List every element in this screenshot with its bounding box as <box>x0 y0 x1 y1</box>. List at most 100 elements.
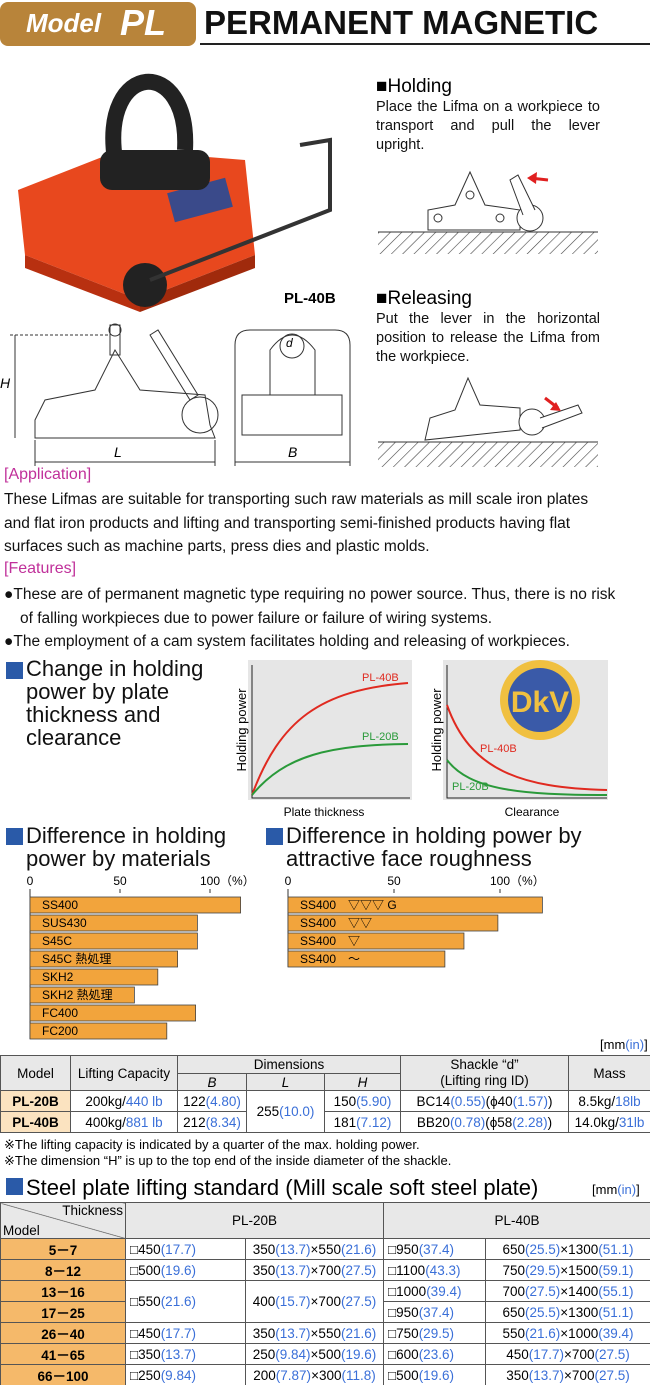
data-cell: □600(23.6) <box>383 1343 486 1365</box>
series-label: PL-40B <box>480 743 517 755</box>
header-text: Thickness <box>62 1203 123 1219</box>
model-prefix: Model <box>26 8 102 38</box>
cell-part: (39.4) <box>598 1325 634 1341</box>
header-text: Model <box>3 1223 40 1238</box>
x-tick-label: 0 <box>285 874 292 888</box>
cell-part: 400kg/ <box>85 1114 126 1130</box>
cell-part: (39.4) <box>426 1283 462 1299</box>
cell-part: (43.3) <box>425 1262 461 1278</box>
bar <box>29 1004 197 1022</box>
model-badge <box>0 2 196 46</box>
releasing-title: ■Releasing <box>376 288 472 309</box>
feature-item: ●The employment of a cam system facilita… <box>4 633 570 650</box>
cell-part: (2.28) <box>512 1114 548 1130</box>
data-cell: 350(13.7)×700(27.5) <box>485 1364 650 1385</box>
cell-part: (ϕ40 <box>485 1093 513 1109</box>
data-cell: 150(5.90) <box>324 1090 401 1112</box>
bar-label: SUS430 <box>42 916 87 930</box>
cell-part: □950 <box>388 1304 419 1320</box>
cell-part: [mm <box>600 1037 626 1052</box>
cell-part: 881 lb <box>125 1114 163 1130</box>
data-cell: □550(21.6) <box>125 1280 246 1323</box>
cell-part: (in) <box>625 1037 645 1052</box>
cell-part: (8.34) <box>205 1114 241 1130</box>
bar-label: SS400 ～ <box>300 952 360 966</box>
releasing-illustration <box>378 376 598 467</box>
cell-part: □750 <box>388 1325 419 1341</box>
data-row: 66－100 □250(9.84) 200(7.87)×300(11.8) □500(… <box>0 1364 650 1385</box>
data-cell: 122(4.80) <box>177 1090 247 1112</box>
product-photo <box>18 73 332 312</box>
unit-note: [mm(in)] <box>600 1037 648 1052</box>
cell-part: BC14 <box>416 1093 451 1109</box>
bar-label: FC200 <box>42 1024 78 1038</box>
x-axis-label: Plate thickness <box>284 805 365 819</box>
corner-cell: Thickness Model <box>0 1202 126 1239</box>
cell-part: □950 <box>388 1241 419 1257</box>
cell-part: (25.5) <box>525 1241 561 1257</box>
cell-part: ) <box>547 1093 553 1109</box>
cell-part: (55.1) <box>598 1283 634 1299</box>
cell-part: (in) <box>617 1182 637 1197</box>
data-cell: 400(15.7)×700(27.5) <box>245 1280 384 1323</box>
x-tick-label: 50 <box>113 874 127 888</box>
cell-part: 122 <box>183 1093 206 1109</box>
cell-part: 200 <box>253 1367 276 1383</box>
bar <box>29 1022 168 1040</box>
cell-part: (0.78) <box>449 1114 486 1130</box>
holding-text: Place the Lifma on a workpiece to transp… <box>376 99 600 153</box>
bar-label: SS400 ▽ <box>300 934 360 948</box>
cell-part: ×700 <box>310 1262 341 1278</box>
cell-part: (21.6) <box>160 1294 196 1309</box>
dim-b: B <box>288 444 298 460</box>
cell-part: ×1300 <box>560 1304 599 1320</box>
cell-part: (37.4) <box>418 1304 454 1320</box>
pl20-curve <box>446 759 608 796</box>
data-cell: BB20(0.78)(ϕ58(2.28)) <box>400 1111 569 1133</box>
cell-part: 350 <box>506 1367 529 1383</box>
dim-d: d <box>286 336 293 350</box>
cell-part: 200kg/ <box>85 1093 126 1109</box>
header-cell: PL-20B <box>125 1202 384 1239</box>
cell-part: [mm <box>592 1182 618 1197</box>
data-row: 5－7 □450(17.7) 350(13.7)×550(21.6) □950(37.… <box>0 1238 650 1260</box>
data-cell: □500(19.6) <box>125 1259 246 1281</box>
cell-part: ×700 <box>564 1346 595 1362</box>
cell-part: 400 <box>252 1294 276 1309</box>
x-tick-label: 100（%） <box>200 874 255 888</box>
cell-part: 440 lb <box>125 1093 163 1109</box>
cell-part: 350 <box>252 1262 276 1278</box>
cell-part: (29.5) <box>525 1262 561 1278</box>
section-square <box>6 662 23 679</box>
cell-part: 350 <box>252 1325 276 1341</box>
cell-part: (10.0) <box>279 1104 315 1119</box>
data-row: PL-40B 400kg/881 lb 212(8.34) 181(7.12) BB20… <box>0 1111 650 1133</box>
bar <box>29 896 242 914</box>
cell-part: 31lb <box>618 1114 645 1130</box>
features-heading: [Features] <box>4 560 77 577</box>
cell-part: (25.5) <box>525 1304 561 1320</box>
bar-label: SS400 <box>42 898 78 912</box>
cell-part: (37.4) <box>418 1241 454 1257</box>
header-cell: PL-40B <box>383 1202 650 1239</box>
model-cell: 8－12 <box>0 1259 126 1281</box>
cell-part: (13.7) <box>528 1367 565 1383</box>
model-cell: 17－25 <box>0 1301 126 1323</box>
cell-part: (51.1) <box>598 1241 634 1257</box>
chart-panel <box>248 660 412 800</box>
cell-part: 750 <box>502 1262 526 1278</box>
cell-part: ×550 <box>310 1325 341 1341</box>
logo-text: DkV <box>511 686 569 719</box>
photo-label: PL-40B <box>284 290 336 307</box>
cell-part: 250 <box>252 1346 276 1362</box>
cell-part: 8.5kg/ <box>578 1093 616 1109</box>
application-text: These Lifmas are suitable for transporti… <box>4 491 589 555</box>
cell-part: (21.6) <box>525 1325 561 1341</box>
data-cell: □950(37.4) <box>383 1301 486 1323</box>
cell-part: ×1300 <box>560 1241 599 1257</box>
cell-part: □250 <box>130 1367 161 1383</box>
cell-part: (19.6) <box>418 1367 454 1383</box>
model: PL <box>120 2 167 43</box>
bar-label: FC400 <box>42 1006 78 1020</box>
